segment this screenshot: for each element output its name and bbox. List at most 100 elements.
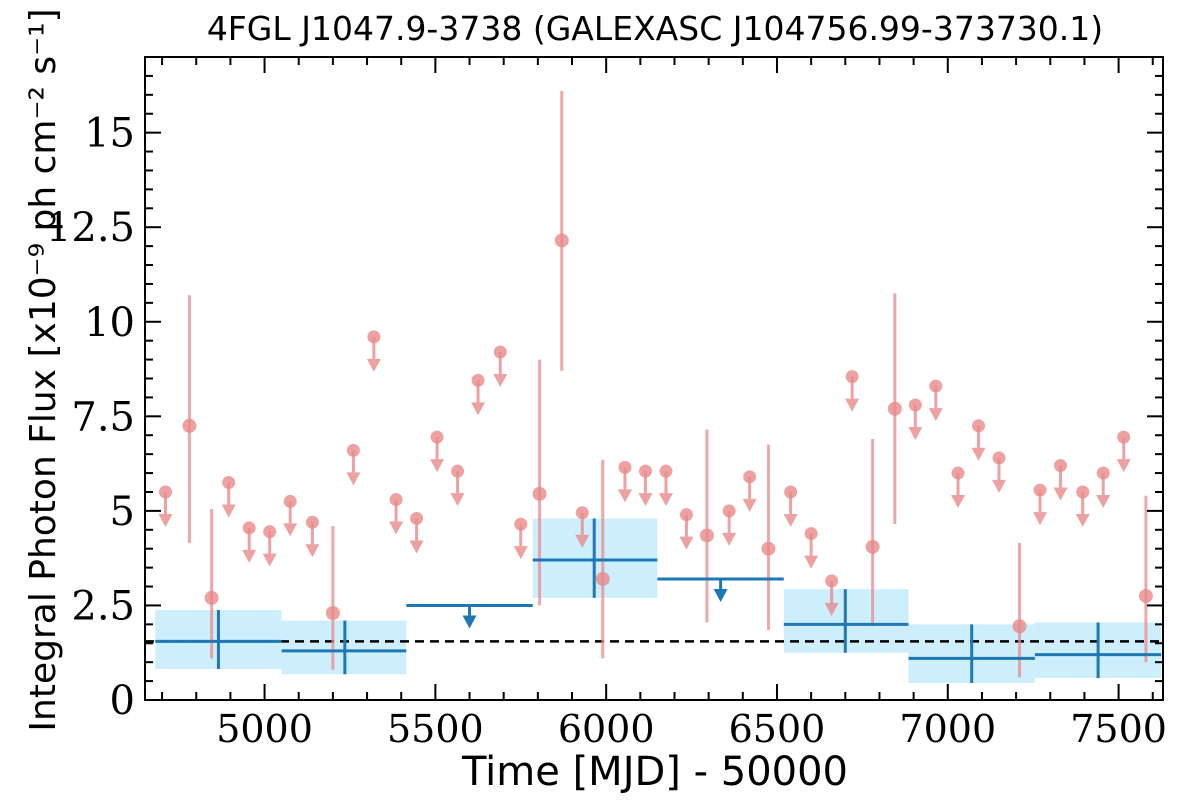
fine-upper-limit-point — [514, 517, 528, 531]
y-tick-label: 10 — [84, 300, 135, 346]
fine-upper-limit-arrow — [992, 479, 1007, 493]
fine-upper-limit-point — [929, 379, 943, 393]
fine-upper-limit-arrow — [283, 523, 298, 537]
fine-data-point — [532, 486, 547, 501]
coarse-upper-limit-arrow — [462, 615, 477, 629]
fine-upper-limit-point — [1076, 485, 1090, 499]
fine-upper-limit-arrow — [928, 408, 943, 422]
y-tick-label: 5 — [110, 489, 135, 535]
fine-upper-limit-arrow — [908, 426, 923, 440]
plot-area — [145, 91, 1163, 683]
x-tick-label: 5000 — [216, 707, 313, 751]
y-tick-label: 12.5 — [46, 205, 135, 251]
fine-upper-limit-point — [451, 464, 465, 478]
fine-upper-limit-arrow — [845, 398, 860, 412]
plot-frame — [144, 56, 1164, 701]
y-axis-label: Integral Photon Flux [x10⁻⁹ ph cm⁻² s⁻¹] — [23, 8, 64, 731]
fine-upper-limit-arrow — [742, 498, 757, 512]
fine-data-point — [865, 539, 880, 554]
fine-upper-limit-arrow — [158, 513, 173, 527]
x-tick-label: 7000 — [899, 707, 996, 751]
y-tick-label: 0 — [110, 678, 135, 724]
fine-upper-limit-arrow — [305, 544, 320, 558]
fine-upper-limit-arrow — [575, 534, 590, 548]
fine-data-point — [204, 590, 219, 605]
y-tick-label: 2.5 — [71, 583, 135, 629]
fine-upper-limit-point — [575, 506, 589, 520]
fine-upper-limit-point — [972, 419, 986, 433]
fine-upper-limit-arrow — [262, 553, 277, 567]
fine-upper-limit-arrow — [430, 459, 445, 473]
fine-upper-limit-arrow — [1096, 495, 1111, 509]
fine-upper-limit-point — [1096, 466, 1110, 480]
fine-upper-limit-arrow — [1053, 487, 1068, 501]
x-tick-label: 6500 — [729, 707, 826, 751]
fine-upper-limit-arrow — [221, 504, 236, 518]
fine-upper-limit-arrow — [722, 532, 737, 546]
fine-upper-limit-arrow — [1033, 512, 1048, 526]
fine-data-point — [325, 606, 340, 621]
fine-upper-limit-arrow — [824, 602, 839, 616]
fine-upper-limit-arrow — [971, 447, 986, 461]
fine-upper-limit-point — [618, 460, 632, 474]
x-tick-label: 7500 — [1070, 707, 1167, 751]
fine-upper-limit-point — [222, 476, 236, 490]
fine-upper-limit-arrow — [1075, 513, 1090, 527]
fine-upper-limit-arrow — [617, 489, 632, 503]
fine-upper-limit-point — [410, 511, 424, 525]
fine-upper-limit-point — [908, 398, 922, 412]
fine-upper-limit-point — [1054, 458, 1068, 472]
fine-upper-limit-arrow — [366, 358, 381, 372]
fine-upper-limit-point — [845, 370, 859, 384]
x-tick-label: 6000 — [558, 707, 655, 751]
fine-upper-limit-point — [679, 508, 693, 522]
fine-upper-limit-point — [242, 521, 256, 535]
axes: 5000 5500 6000 6500 7000 7500 0 2.5 5 7.5 10 12.5 15 — [46, 56, 1167, 751]
fine-upper-limit-arrow — [409, 540, 424, 554]
fine-data-point — [1012, 619, 1027, 634]
fine-upper-limit-arrow — [679, 536, 694, 550]
x-tick-label: 5500 — [387, 707, 484, 751]
plot-marks — [145, 91, 1163, 683]
fine-upper-limit-arrow — [493, 374, 508, 388]
fine-upper-limit-arrow — [638, 493, 653, 507]
coarse-upper-limit-arrow — [713, 588, 728, 602]
fine-data-point — [761, 541, 776, 556]
fine-upper-limit-point — [1117, 430, 1131, 444]
y-tick-label: 7.5 — [71, 394, 135, 440]
fine-upper-limit-point — [825, 574, 839, 588]
fine-upper-limit-point — [263, 525, 277, 539]
fine-upper-limit-arrow — [471, 402, 486, 416]
fine-upper-limit-point — [659, 464, 673, 478]
fine-upper-limit-arrow — [804, 555, 819, 569]
fine-upper-limit-arrow — [450, 493, 465, 507]
fine-upper-limit-point — [367, 330, 381, 344]
fine-upper-limit-arrow — [346, 472, 361, 486]
fine-upper-limit-point — [992, 451, 1006, 465]
fine-upper-limit-point — [283, 494, 297, 508]
fine-upper-limit-point — [638, 464, 652, 478]
fine-upper-limit-arrow — [389, 521, 404, 535]
fine-upper-limit-point — [430, 430, 444, 444]
fine-upper-limit-arrow — [783, 513, 798, 527]
fine-upper-limit-point — [804, 527, 818, 541]
fine-upper-limit-point — [471, 373, 485, 387]
fine-data-point — [595, 571, 610, 586]
fine-upper-limit-point — [743, 470, 757, 484]
fine-data-point — [887, 401, 902, 416]
x-axis-label: Time [MJD] - 50000 — [461, 749, 848, 795]
fine-upper-limit-point — [784, 485, 798, 499]
fine-upper-limit-arrow — [951, 495, 966, 509]
fine-upper-limit-point — [722, 504, 736, 518]
fine-data-point — [1138, 588, 1153, 603]
fine-upper-limit-point — [389, 493, 403, 507]
fine-upper-limit-arrow — [242, 549, 257, 563]
fine-data-point — [182, 418, 197, 433]
y-tick-label: 15 — [84, 111, 135, 157]
fine-upper-limit-point — [305, 515, 319, 529]
fine-upper-limit-arrow — [658, 493, 673, 507]
fine-upper-limit-point — [346, 443, 360, 457]
fine-upper-limit-point — [493, 345, 507, 359]
fine-upper-limit-point — [1033, 483, 1047, 497]
